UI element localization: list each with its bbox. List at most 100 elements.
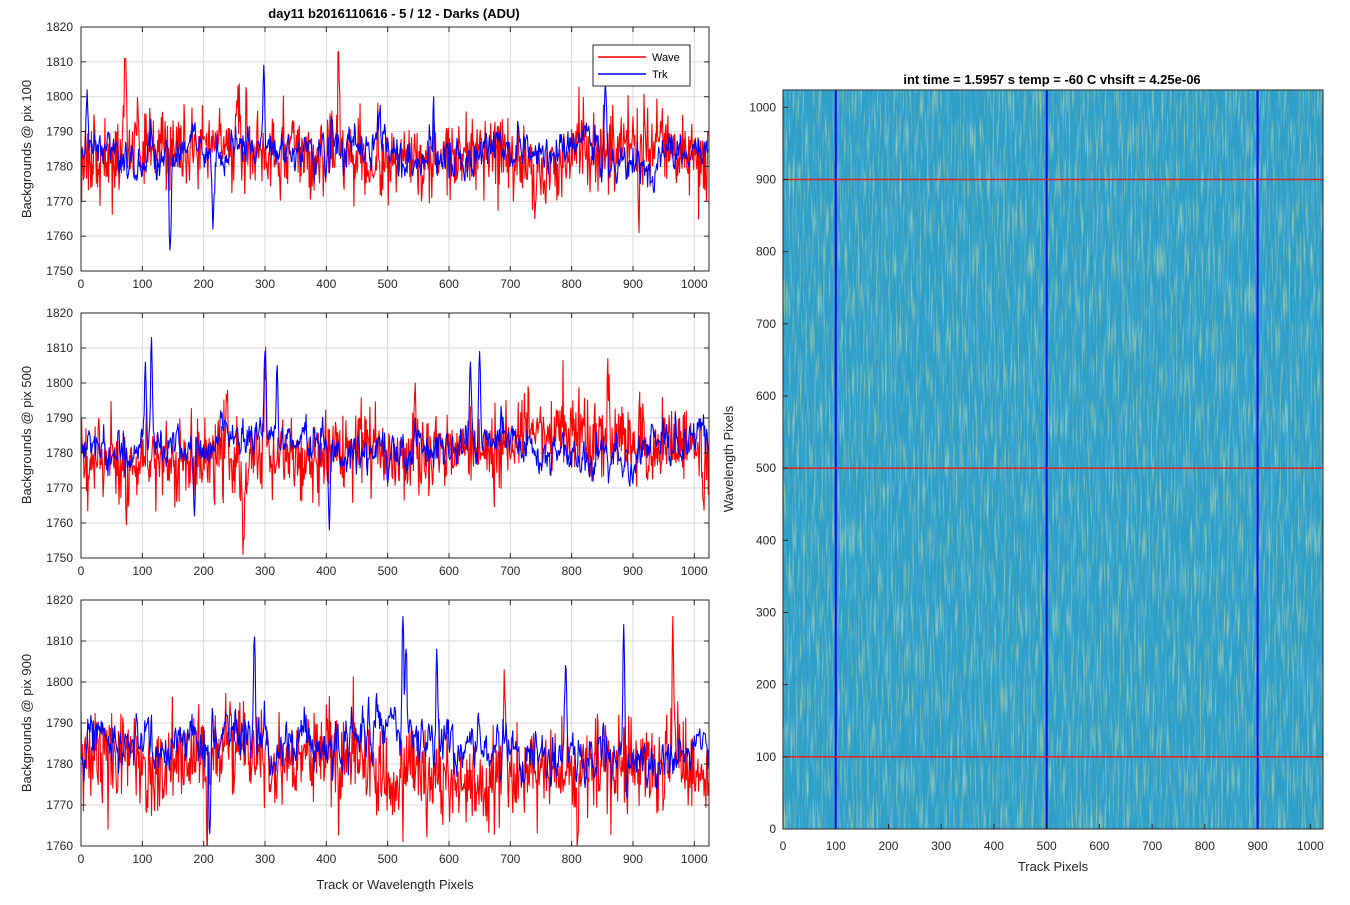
x-tick-label: 100 [132, 852, 152, 866]
y-tick-label: 1790 [46, 125, 73, 139]
y-tick-label: 200 [756, 678, 776, 692]
x-tick-label: 500 [378, 564, 398, 578]
series-lines [81, 615, 709, 846]
x-tick-label: 300 [931, 839, 951, 853]
x-tick-label: 0 [78, 564, 85, 578]
y-tick-label: 1810 [46, 634, 73, 648]
line-plot-pix-500: 0 100 200 300 400 500 600 700 800 900 1000 1750 1760… [19, 306, 710, 578]
y-tick-label: 100 [756, 750, 776, 764]
x-tick-label: 400 [316, 852, 336, 866]
line-plot-pix-900: 0 100 200 300 400 500 600 700 800 900 1000 1760 1770… [19, 593, 710, 892]
heatmap-title: int time = 1.5957 s temp = -60 C vhsift … [903, 72, 1200, 87]
x-tick-label: 600 [439, 852, 459, 866]
x-tick-label: 100 [132, 564, 152, 578]
y-tick-label: 900 [756, 172, 776, 186]
axis-ticks: 0 100 200 300 400 500 600 700 800 900 1000 1750 1760… [46, 306, 709, 578]
y-axis-label: Backgrounds @ pix 100 [19, 80, 34, 218]
y-tick-label: 500 [756, 461, 776, 475]
x-tick-label: 200 [878, 839, 898, 853]
x-tick-label: 800 [562, 564, 582, 578]
x-tick-label: 0 [78, 852, 85, 866]
heatmap-axis-ticks: 0 100 200 300 400 500 600 700 800 900 1000 0 100 200 3… [749, 100, 1324, 853]
y-tick-label: 1780 [46, 757, 73, 771]
x-tick-label: 1000 [1297, 839, 1324, 853]
x-tick-label: 400 [316, 277, 336, 291]
series-line-wave [81, 346, 709, 555]
x-tick-label: 600 [1089, 839, 1109, 853]
x-tick-label: 700 [500, 852, 520, 866]
y-tick-label: 1750 [46, 264, 73, 278]
y-tick-label: 0 [769, 822, 776, 836]
heatmap-plot: int time = 1.5957 s temp = -60 C vhsift … [721, 72, 1324, 874]
y-axis-label: Backgrounds @ pix 900 [19, 654, 34, 792]
plot-frame [80, 26, 710, 272]
y-tick-label: 1790 [46, 411, 73, 425]
x-tick-label: 100 [132, 277, 152, 291]
y-tick-label: 1820 [46, 20, 73, 34]
y-tick-label: 1760 [46, 229, 73, 243]
y-tick-label: 400 [756, 533, 776, 547]
legend-box [592, 44, 691, 87]
x-tick-label: 200 [194, 277, 214, 291]
y-tick-label: 1760 [46, 839, 73, 853]
y-tick-label: 1810 [46, 55, 73, 69]
y-tick-label: 700 [756, 317, 776, 331]
x-tick-label: 1000 [681, 564, 708, 578]
x-tick-label: 300 [255, 564, 275, 578]
y-tick-label: 600 [756, 389, 776, 403]
x-axis-label: Track or Wavelength Pixels [316, 877, 474, 892]
x-tick-label: 500 [1037, 839, 1057, 853]
x-tick-label: 400 [316, 564, 336, 578]
plot-frame [80, 312, 710, 559]
x-tick-label: 200 [194, 852, 214, 866]
x-tick-label: 500 [378, 277, 398, 291]
x-tick-label: 100 [826, 839, 846, 853]
y-tick-label: 1810 [46, 341, 73, 355]
y-tick-label: 300 [756, 605, 776, 619]
figure-title: day11 b2016110616 - 5 / 12 - Darks (ADU) [268, 6, 519, 21]
y-tick-label: 1770 [46, 194, 73, 208]
axis-ticks: 0 100 200 300 400 500 600 700 800 900 1000 1750 1760… [46, 20, 709, 291]
y-tick-label: 1820 [46, 593, 73, 607]
series-line-trk [81, 64, 709, 251]
y-tick-label: 1800 [46, 675, 73, 689]
x-tick-label: 900 [623, 277, 643, 291]
x-tick-label: 900 [623, 564, 643, 578]
legend-label-wave: Wave [652, 52, 680, 64]
y-tick-label: 1000 [749, 100, 776, 114]
x-tick-label: 600 [439, 277, 459, 291]
x-tick-label: 700 [500, 564, 520, 578]
series-lines [81, 50, 709, 251]
x-tick-label: 700 [1142, 839, 1162, 853]
series-line-trk [81, 615, 709, 835]
series-lines [81, 336, 709, 555]
x-tick-label: 0 [780, 839, 787, 853]
x-tick-label: 0 [78, 277, 85, 291]
x-tick-label: 500 [378, 852, 398, 866]
legend-label-trk: Trk [652, 69, 668, 81]
y-tick-label: 1780 [46, 159, 73, 173]
y-tick-label: 1750 [46, 551, 73, 565]
x-tick-label: 700 [500, 277, 520, 291]
x-tick-label: 800 [1195, 839, 1215, 853]
heatmap-texture [783, 90, 1323, 829]
x-tick-label: 400 [984, 839, 1004, 853]
y-tick-label: 1780 [46, 446, 73, 460]
heatmap-x-axis-label: Track Pixels [1018, 859, 1089, 874]
legend: Wave Trk [592, 44, 691, 87]
y-tick-label: 1800 [46, 376, 73, 390]
y-tick-label: 1770 [46, 481, 73, 495]
x-tick-label: 800 [562, 277, 582, 291]
x-tick-label: 200 [194, 564, 214, 578]
heatmap-marker-lines [783, 90, 1323, 829]
x-tick-label: 300 [255, 852, 275, 866]
x-tick-label: 900 [1248, 839, 1268, 853]
line-plot-pix-100: day11 b2016110616 - 5 / 12 - Darks (ADU)… [19, 6, 710, 291]
heatmap-y-axis-label: Wavelength Pixels [721, 405, 736, 512]
heatmap-image [783, 90, 1323, 829]
y-tick-label: 1770 [46, 798, 73, 812]
x-tick-label: 1000 [681, 277, 708, 291]
y-tick-label: 800 [756, 245, 776, 259]
